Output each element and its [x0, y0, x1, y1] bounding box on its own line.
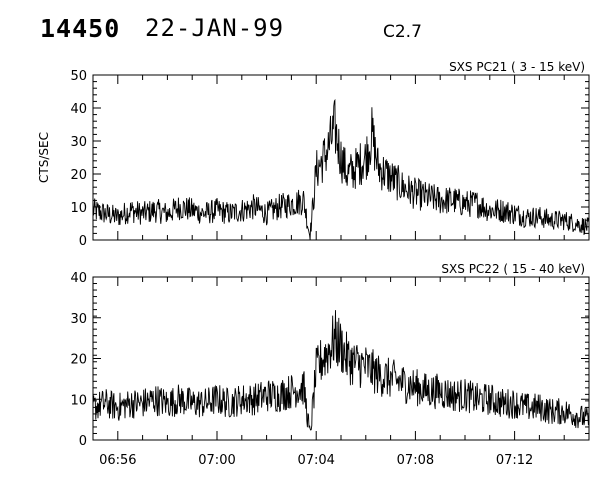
series-line: [92, 98, 590, 240]
y-tick-label: 40: [70, 102, 87, 117]
event-date: 22-JAN-99: [145, 14, 285, 42]
y-axis-label: CTS/SEC: [37, 132, 51, 183]
y-tick-label: 30: [70, 135, 87, 150]
series-line: [92, 310, 590, 431]
y-tick-label: 10: [70, 393, 87, 408]
x-tick-label: 07:12: [496, 453, 533, 468]
event-id: 14450: [40, 14, 121, 43]
y-tick-label: 0: [79, 434, 87, 449]
y-tick-label: 20: [70, 353, 87, 368]
y-tick-label: 10: [70, 201, 87, 216]
y-tick-label: 20: [70, 168, 87, 183]
x-tick-label: 07:04: [297, 453, 334, 468]
flare-class: C2.7: [383, 22, 422, 42]
panel-title: SXS PC21 ( 3 - 15 keV): [449, 60, 585, 74]
x-tick-label: 07:00: [198, 453, 235, 468]
y-tick-label: 40: [70, 271, 87, 286]
y-tick-label: 0: [79, 234, 87, 249]
x-tick-label: 06:56: [99, 453, 136, 468]
y-tick-label: 30: [70, 312, 87, 327]
y-tick-label: 50: [70, 69, 87, 84]
panel-title: SXS PC22 ( 15 - 40 keV): [441, 262, 585, 276]
x-tick-label: 07:08: [397, 453, 434, 468]
